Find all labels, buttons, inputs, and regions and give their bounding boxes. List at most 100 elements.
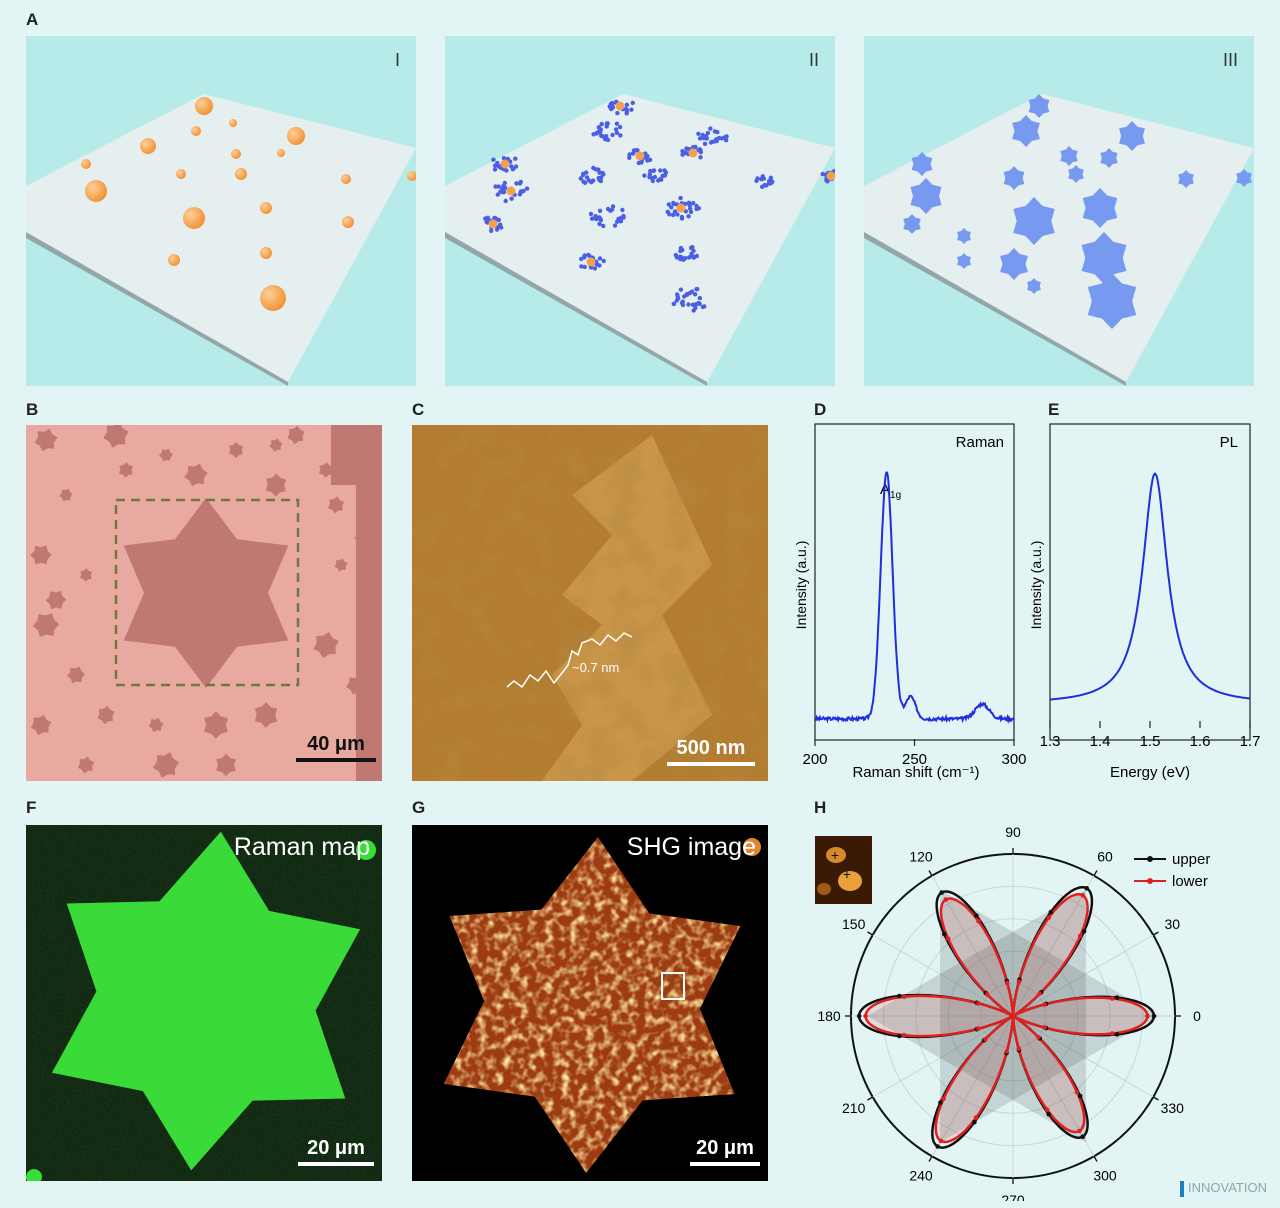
x-tick-label: 1.7 (1240, 733, 1261, 750)
polar-point (943, 897, 949, 902)
polar-point (939, 890, 944, 895)
atom-dot (678, 248, 683, 254)
atom-dot (691, 200, 696, 206)
atom-dot (675, 212, 680, 217)
svg-text:+: + (831, 847, 839, 863)
atom-dot (604, 121, 609, 126)
polar-point (1016, 979, 1022, 984)
atom-dot (755, 176, 760, 181)
atom-dot (495, 160, 500, 166)
atom-dot (610, 132, 615, 138)
atom-dot (669, 205, 674, 210)
polar-point (1036, 1035, 1041, 1040)
atom-dot (698, 155, 703, 160)
droplet (826, 171, 835, 181)
atom-dot (639, 160, 644, 165)
atom-dot (599, 121, 604, 127)
shg-intensity-map (443, 837, 761, 1173)
atom-dot (678, 257, 683, 262)
atom-dot (705, 130, 711, 136)
domain-flake (1013, 197, 1055, 245)
atom-dot (601, 172, 606, 177)
atom-dot (614, 130, 620, 135)
raman-intensity-map (26, 825, 382, 1181)
atom-dot (582, 180, 588, 185)
polar-point (1114, 995, 1120, 1000)
atom-dot (667, 212, 672, 217)
atom-dot (588, 211, 594, 217)
polar-spoke (872, 934, 1014, 1017)
polar-point (901, 994, 907, 1000)
atom-dot (642, 173, 647, 178)
domain-flake (957, 228, 971, 244)
atom-dot (679, 214, 685, 220)
atom-dot (578, 176, 583, 181)
atom-dot (601, 258, 606, 264)
selection-box (114, 498, 300, 687)
atom-dot (496, 184, 501, 189)
atom-dot (597, 256, 603, 261)
polar-point (938, 1138, 944, 1144)
droplet (676, 203, 686, 213)
polar-point (1004, 980, 1010, 986)
x-tick-label: 1.4 (1090, 733, 1111, 750)
polar-point (973, 1115, 979, 1120)
atom-dot (712, 129, 718, 134)
angle-label: 270 (1001, 1192, 1025, 1201)
polar-spoke (872, 1015, 1014, 1098)
atom-dot (492, 167, 498, 172)
atom-dot (579, 256, 584, 262)
atom-dot (624, 109, 630, 115)
domain-flake (97, 705, 115, 725)
atom-dot (609, 102, 615, 107)
domain-flake (1028, 94, 1050, 118)
domain-growth-illustration (864, 94, 1254, 386)
atom-dot (697, 136, 703, 141)
domain-flake (265, 473, 287, 497)
polar-point (1048, 909, 1054, 915)
atom-dot (612, 223, 618, 228)
shg-image-panel: SHG image 20 μm (412, 825, 768, 1181)
domain-flake (1000, 248, 1028, 280)
atom-dot (584, 175, 590, 180)
stage-label-2: II (808, 50, 819, 70)
atom-dot (518, 189, 523, 194)
polar-point (1077, 1128, 1082, 1134)
atom-dot (502, 180, 507, 186)
atom-dot (675, 296, 681, 301)
scale-bar-label: 500 nm (676, 737, 746, 759)
atom-dot (594, 216, 599, 222)
atom-dot (660, 173, 665, 179)
atom-dot (768, 175, 774, 180)
scale-bar-c: 500 nm (667, 737, 755, 766)
atom-dot (762, 182, 767, 188)
raman-map-panel: Raman map 20 μm (26, 825, 382, 1181)
polar-point (1042, 1025, 1047, 1030)
atom-dot (700, 132, 705, 138)
atom-dot (687, 206, 693, 211)
domain-flake (269, 438, 283, 452)
angle-label: 210 (842, 1100, 866, 1116)
atom-dot (590, 216, 595, 221)
atom-dot (598, 127, 603, 132)
atom-dot (579, 264, 584, 269)
atom-dot (597, 208, 603, 213)
atom-dot (656, 178, 661, 183)
domain-flake (318, 462, 334, 478)
atom-dot (584, 170, 589, 175)
domain-flake (77, 756, 95, 774)
map-title: Raman map (233, 833, 370, 861)
atom-dot (501, 156, 507, 161)
domain-flake (903, 214, 921, 234)
atom-dot (700, 304, 706, 310)
angle-label: 90 (1005, 825, 1021, 840)
atom-dot (594, 262, 599, 267)
atom-dot (686, 302, 691, 307)
publisher-watermark: INNOVATION (1180, 1180, 1267, 1197)
x-tick-label: 250 (902, 751, 927, 768)
atom-dot (601, 223, 606, 229)
polar-point (1004, 1049, 1009, 1054)
atom-dot (662, 168, 667, 173)
atom-dot (501, 185, 506, 191)
scale-bar-f: 20 μm (298, 1137, 374, 1166)
